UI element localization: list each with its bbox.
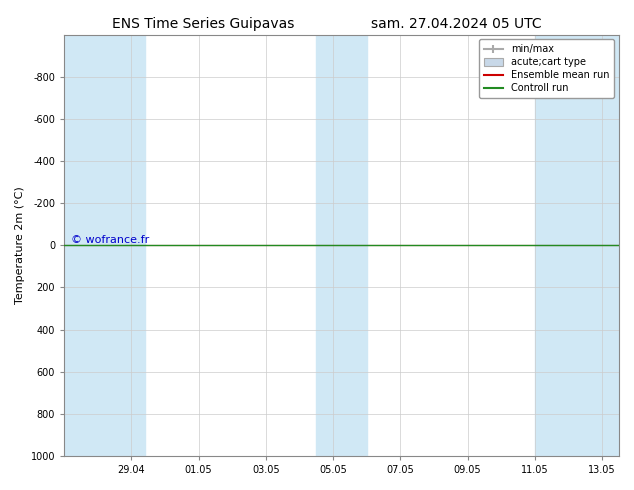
Bar <box>535 35 619 456</box>
Y-axis label: Temperature 2m (°C): Temperature 2m (°C) <box>15 186 25 304</box>
Bar <box>64 35 145 456</box>
Text: ENS Time Series Guipavas: ENS Time Series Guipavas <box>112 17 294 31</box>
Text: © wofrance.fr: © wofrance.fr <box>72 235 150 245</box>
Text: sam. 27.04.2024 05 UTC: sam. 27.04.2024 05 UTC <box>371 17 542 31</box>
Bar <box>316 35 366 456</box>
Legend: min/max, acute;cart type, Ensemble mean run, Controll run: min/max, acute;cart type, Ensemble mean … <box>479 40 614 98</box>
